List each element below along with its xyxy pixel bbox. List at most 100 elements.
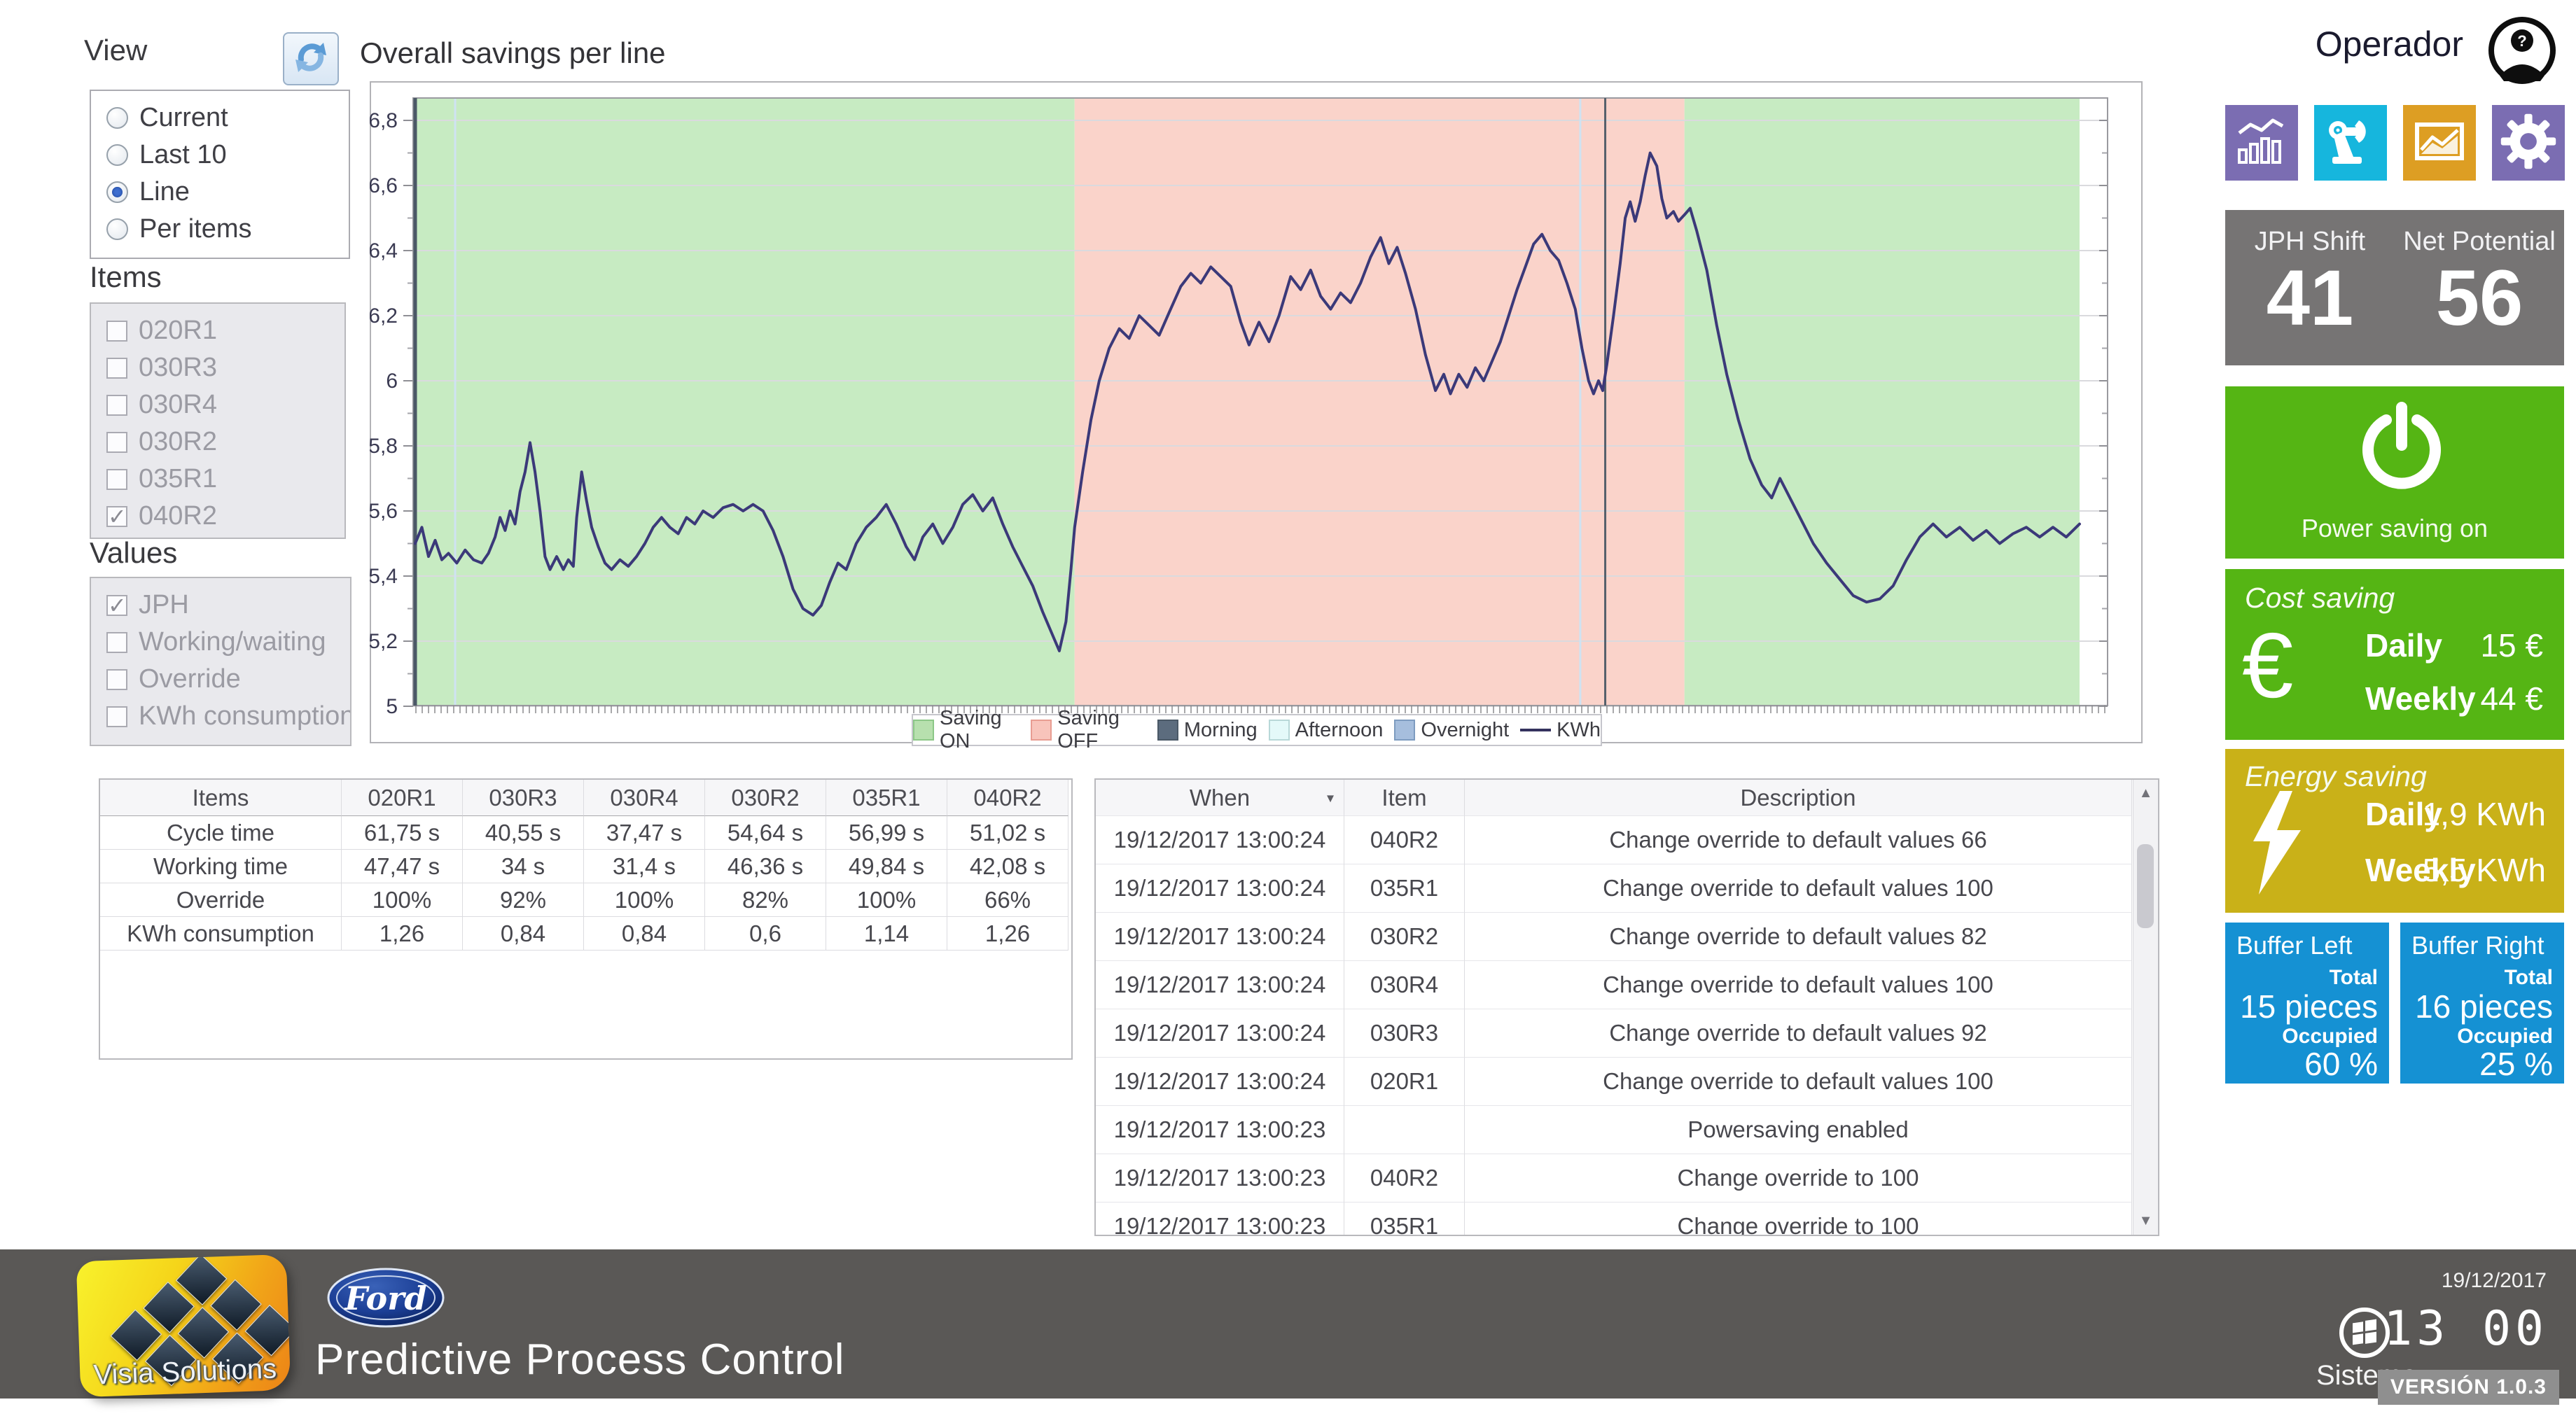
scroll-down-icon[interactable]: ▼ bbox=[2138, 1213, 2153, 1228]
event-row[interactable]: 19/12/2017 13:00:24 035R1 Change override … bbox=[1096, 864, 2132, 913]
metrics-row-label: KWh consumption bbox=[100, 917, 342, 951]
power-saving-panel[interactable]: Power saving on bbox=[2225, 386, 2564, 559]
events-scrollbar[interactable]: ▲ ▼ bbox=[2133, 780, 2158, 1235]
value-option-kwh-consumption[interactable]: KWh consumption bbox=[91, 698, 350, 735]
metrics-row-kwh-consumption[interactable]: KWh consumption 1,26 0,84 0,84 0,6 1,14 1,26 bbox=[100, 917, 1071, 951]
ford-logo: Ford bbox=[326, 1268, 445, 1331]
event-when: 19/12/2017 13:00:23 bbox=[1096, 1106, 1344, 1154]
energy-saving-panel: Energy saving Daily 1,9 KWh Weekly 5,5 K… bbox=[2225, 749, 2564, 913]
metrics-row-working-time[interactable]: Working time 47,47 s 34 s 31,4 s 46,36 s 49,8… bbox=[100, 850, 1071, 883]
buffer-right-total-value: 16 pieces bbox=[2415, 988, 2553, 1025]
event-when: 19/12/2017 13:00:23 bbox=[1096, 1154, 1344, 1203]
svg-text:6,8: 6,8 bbox=[370, 109, 398, 132]
visia-solutions-label: Visia Solutions bbox=[92, 1353, 277, 1391]
view-option-current[interactable]: Current bbox=[91, 99, 349, 136]
event-description: Change override to default values 100 bbox=[1465, 961, 2132, 1009]
avatar[interactable]: ? bbox=[2487, 15, 2557, 89]
jph-shift-value: 41 bbox=[2266, 254, 2354, 342]
event-row[interactable]: 19/12/2017 13:00:24 030R3 Change override … bbox=[1096, 1009, 2132, 1058]
trends-tile-button[interactable] bbox=[2403, 105, 2476, 181]
item-option-035r1[interactable]: 035R1 bbox=[91, 461, 344, 498]
radio-icon bbox=[106, 144, 128, 166]
legend-label: Saving ON bbox=[940, 707, 1002, 752]
scroll-up-icon[interactable]: ▲ bbox=[2138, 785, 2153, 801]
view-option-per-items[interactable]: Per items bbox=[91, 211, 349, 248]
savings-chart[interactable]: 6,8 6,6 6,4 6,2 6 5,8 5,6 5,4 5,2 5 bbox=[368, 81, 2143, 743]
events-header-when[interactable]: When ▾ bbox=[1096, 780, 1344, 816]
metrics-header-cell: Items bbox=[100, 780, 342, 816]
checkbox-checked-icon: ✓ bbox=[106, 503, 127, 529]
item-option-label: 020R1 bbox=[139, 316, 217, 345]
scrollbar-thumb[interactable] bbox=[2137, 844, 2154, 928]
metrics-cell: 31,4 s bbox=[584, 850, 705, 883]
legend-item-morning: Morning bbox=[1157, 719, 1258, 742]
metrics-cell: 100% bbox=[826, 883, 947, 917]
event-row[interactable]: 19/12/2017 13:00:24 020R1 Change override … bbox=[1096, 1058, 2132, 1106]
energy-weekly-value: 5,5 KWh bbox=[2422, 852, 2546, 888]
legend-item-overnight: Overnight bbox=[1394, 719, 1509, 742]
event-row[interactable]: 19/12/2017 13:00:24 040R2 Change override … bbox=[1096, 816, 2132, 864]
buffer-right-total-label: Total bbox=[2504, 966, 2553, 989]
buffer-right-occupied-label: Occupied bbox=[2457, 1025, 2553, 1048]
legend-swatch bbox=[913, 720, 934, 741]
value-option-jph[interactable]: ✓ JPH bbox=[91, 587, 350, 624]
footer-bar: Visia Solutions Ford Predictive Process … bbox=[0, 1249, 2576, 1405]
buffer-right-panel: Buffer Right Total 16 pieces Occupied 25… bbox=[2400, 923, 2564, 1084]
event-when: 19/12/2017 13:00:24 bbox=[1096, 961, 1344, 1009]
events-header-description: Description bbox=[1465, 780, 2132, 816]
net-potential-value: 56 bbox=[2435, 254, 2523, 342]
system-icon[interactable] bbox=[2337, 1305, 2392, 1364]
settings-tile-button[interactable] bbox=[2492, 105, 2565, 181]
view-options-list: Current Last 10 Line Per items bbox=[90, 90, 350, 259]
net-potential-label: Net Potential bbox=[2403, 227, 2556, 256]
item-option-030r4[interactable]: 030R4 bbox=[91, 386, 344, 423]
event-row[interactable]: 19/12/2017 13:00:24 030R4 Change override … bbox=[1096, 961, 2132, 1009]
event-row[interactable]: 19/12/2017 13:00:23 035R1 Change override … bbox=[1096, 1203, 2132, 1235]
jph-shift-label: JPH Shift bbox=[2254, 227, 2366, 256]
metrics-row-label: Override bbox=[100, 883, 342, 917]
legend-item-saving-on: Saving ON bbox=[913, 707, 1019, 753]
svg-text:5,4: 5,4 bbox=[370, 565, 398, 588]
radio-icon bbox=[106, 107, 128, 129]
event-item: 035R1 bbox=[1344, 1203, 1465, 1235]
value-option-working-waiting[interactable]: Working/waiting bbox=[91, 624, 350, 661]
metrics-header-cell: 040R2 bbox=[947, 780, 1068, 816]
metrics-cell: 42,08 s bbox=[947, 850, 1068, 883]
items-panel-title: Items bbox=[90, 260, 162, 293]
legend-label: Afternoon bbox=[1295, 718, 1384, 741]
refresh-button[interactable] bbox=[283, 32, 339, 85]
view-option-last-10[interactable]: Last 10 bbox=[91, 136, 349, 174]
checkbox-icon bbox=[106, 668, 127, 690]
event-row[interactable]: 19/12/2017 13:00:23 040R2 Change override … bbox=[1096, 1154, 2132, 1203]
item-option-020r1[interactable]: 020R1 bbox=[91, 312, 344, 349]
event-row[interactable]: 19/12/2017 13:00:24 030R2 Change override … bbox=[1096, 913, 2132, 961]
sort-arrow-icon[interactable]: ▾ bbox=[1326, 790, 1334, 806]
metrics-cell: 49,84 s bbox=[826, 850, 947, 883]
metrics-cell: 66% bbox=[947, 883, 1068, 917]
value-option-override[interactable]: Override bbox=[91, 661, 350, 698]
view-option-label: Per items bbox=[139, 214, 252, 244]
metrics-header-cell: 020R1 bbox=[342, 780, 463, 816]
refresh-icon bbox=[292, 38, 330, 80]
buffer-left-occupied-label: Occupied bbox=[2282, 1025, 2378, 1048]
item-option-030r2[interactable]: 030R2 bbox=[91, 423, 344, 461]
event-item: 040R2 bbox=[1344, 1154, 1465, 1203]
metrics-cell: 1,26 bbox=[342, 917, 463, 951]
value-option-label: KWh consumption bbox=[139, 701, 350, 731]
radio-icon bbox=[106, 181, 128, 203]
metrics-row-cycle-time[interactable]: Cycle time 61,75 s 40,55 s 37,47 s 54,64 s 56… bbox=[100, 816, 1071, 850]
statistics-tile-button[interactable] bbox=[2225, 105, 2298, 181]
item-option-040r2[interactable]: ✓ 040R2 bbox=[91, 498, 344, 535]
kwh-line-swatch bbox=[1520, 729, 1552, 731]
buffer-left-panel: Buffer Left Total 15 pieces Occupied 60 … bbox=[2225, 923, 2389, 1084]
metrics-header-cell: 030R3 bbox=[463, 780, 584, 816]
view-option-line[interactable]: Line bbox=[91, 174, 349, 211]
energy-saving-title: Energy saving bbox=[2245, 760, 2427, 792]
view-option-label: Last 10 bbox=[139, 140, 227, 169]
robot-tile-button[interactable] bbox=[2314, 105, 2387, 181]
items-options-list: 020R1 030R3 030R4 030R2 035R1 ✓ 040R2 bbox=[90, 302, 346, 539]
legend-label: Morning bbox=[1183, 718, 1258, 741]
event-row[interactable]: 19/12/2017 13:00:23 Powersaving enabled bbox=[1096, 1106, 2132, 1154]
item-option-030r3[interactable]: 030R3 bbox=[91, 349, 344, 386]
metrics-row-override[interactable]: Override 100% 92% 100% 82% 100% 66% bbox=[100, 883, 1071, 917]
